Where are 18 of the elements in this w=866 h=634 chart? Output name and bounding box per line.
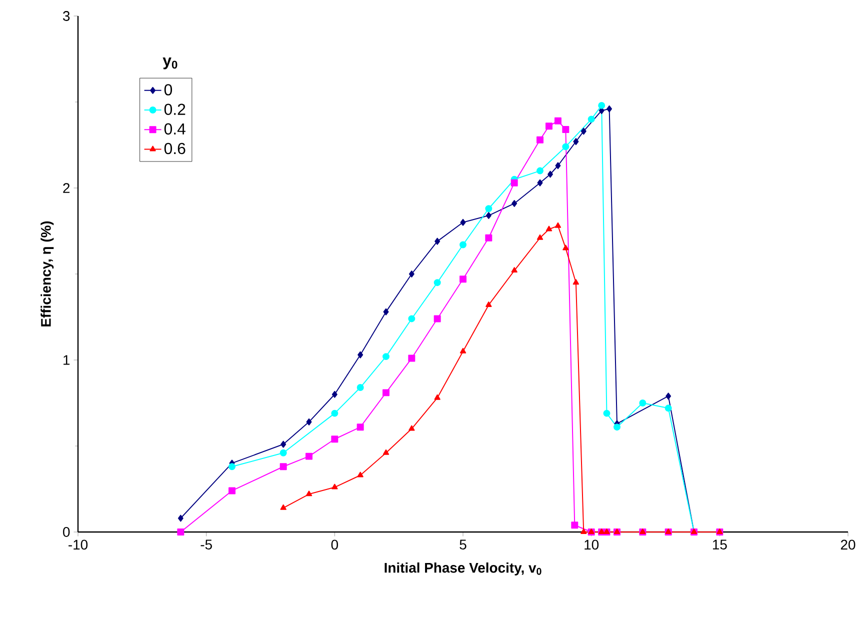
y-tick-label: 3 [63,11,70,21]
legend-title: y$_{0}$ [162,58,178,70]
x-tick-label: 0 [331,540,338,550]
x-axis-title: Initial Phase Velocity, v$_{0}$ [384,562,542,576]
x-tick-label: -5 [200,540,212,550]
y-tick-label: 0 [63,527,70,537]
legend-label: 0.4 [164,123,186,135]
x-tick-label: 15 [712,540,727,550]
legend-label: 0.6 [164,142,186,154]
x-tick-label: 10 [584,540,599,550]
y-axis-title: Efficiency, η (%) [40,221,54,326]
legend-label: 0 [164,84,172,96]
y-tick-label: 1 [64,355,70,365]
x-tick-label: 20 [840,540,856,550]
legend-label: 0.2 [164,104,186,115]
x-tick-label: 5 [460,540,466,550]
x-tick-label: -10 [68,540,88,550]
y-tick-label: 2 [63,183,70,193]
